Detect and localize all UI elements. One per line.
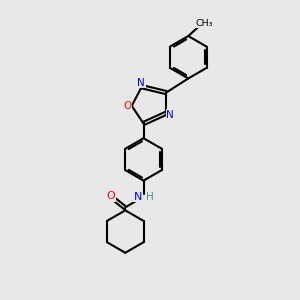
Text: O: O <box>124 101 132 111</box>
Text: CH₃: CH₃ <box>195 19 213 28</box>
Text: N: N <box>134 192 142 202</box>
Text: O: O <box>107 191 116 201</box>
Text: N: N <box>167 110 174 120</box>
Text: H: H <box>146 192 154 202</box>
Text: N: N <box>137 78 145 88</box>
